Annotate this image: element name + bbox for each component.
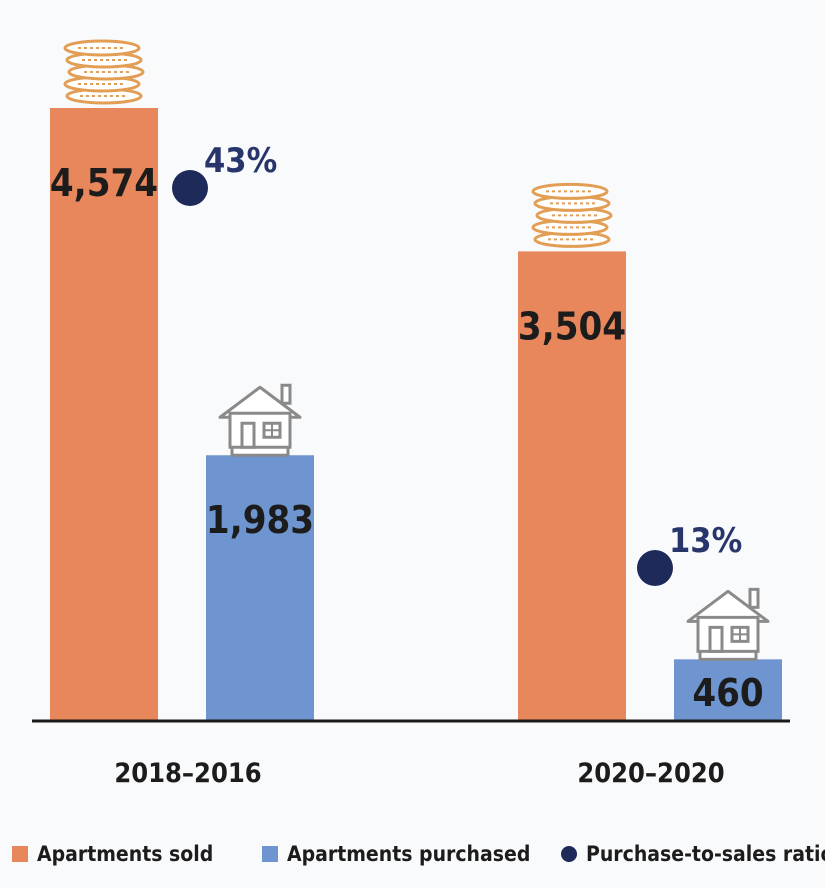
house-icon: [686, 587, 770, 661]
legend-label-sold: Apartments sold: [37, 842, 214, 866]
bar-purchased-1: [674, 659, 782, 721]
legend-item-ratio: Purchase-to-sales ratio: [561, 842, 825, 866]
category-label-0: 2018–2016: [114, 758, 261, 789]
legend-swatch-purchased: [262, 846, 278, 862]
legend-dot-ratio: [561, 846, 577, 862]
coin-stack-icon: [531, 182, 613, 248]
ratio-dot-1: [637, 550, 673, 586]
legend: Apartments sold Apartments purchased Pur…: [0, 842, 825, 882]
bar-purchased-0: [206, 455, 314, 721]
ratio-label-0: 43%: [204, 141, 277, 181]
legend-swatch-sold: [12, 846, 28, 862]
bar-sold-1: [518, 251, 626, 721]
data-label-purchased-1: 460: [692, 671, 763, 715]
category-label-1: 2020–2020: [577, 758, 724, 789]
legend-label-ratio: Purchase-to-sales ratio: [586, 842, 825, 866]
ratio-dot-0: [172, 170, 208, 206]
ratio-label-1: 13%: [669, 521, 742, 561]
legend-item-sold: Apartments sold: [12, 842, 213, 866]
data-label-sold-1: 3,504: [518, 304, 626, 348]
data-label-purchased-0: 1,983: [206, 498, 314, 542]
data-label-sold-0: 4,574: [50, 161, 158, 205]
bar-sold-0: [50, 108, 158, 721]
legend-label-purchased: Apartments purchased: [287, 842, 531, 866]
coin-stack-icon: [63, 39, 145, 105]
legend-item-purchased: Apartments purchased: [262, 842, 530, 866]
house-icon: [218, 383, 302, 457]
